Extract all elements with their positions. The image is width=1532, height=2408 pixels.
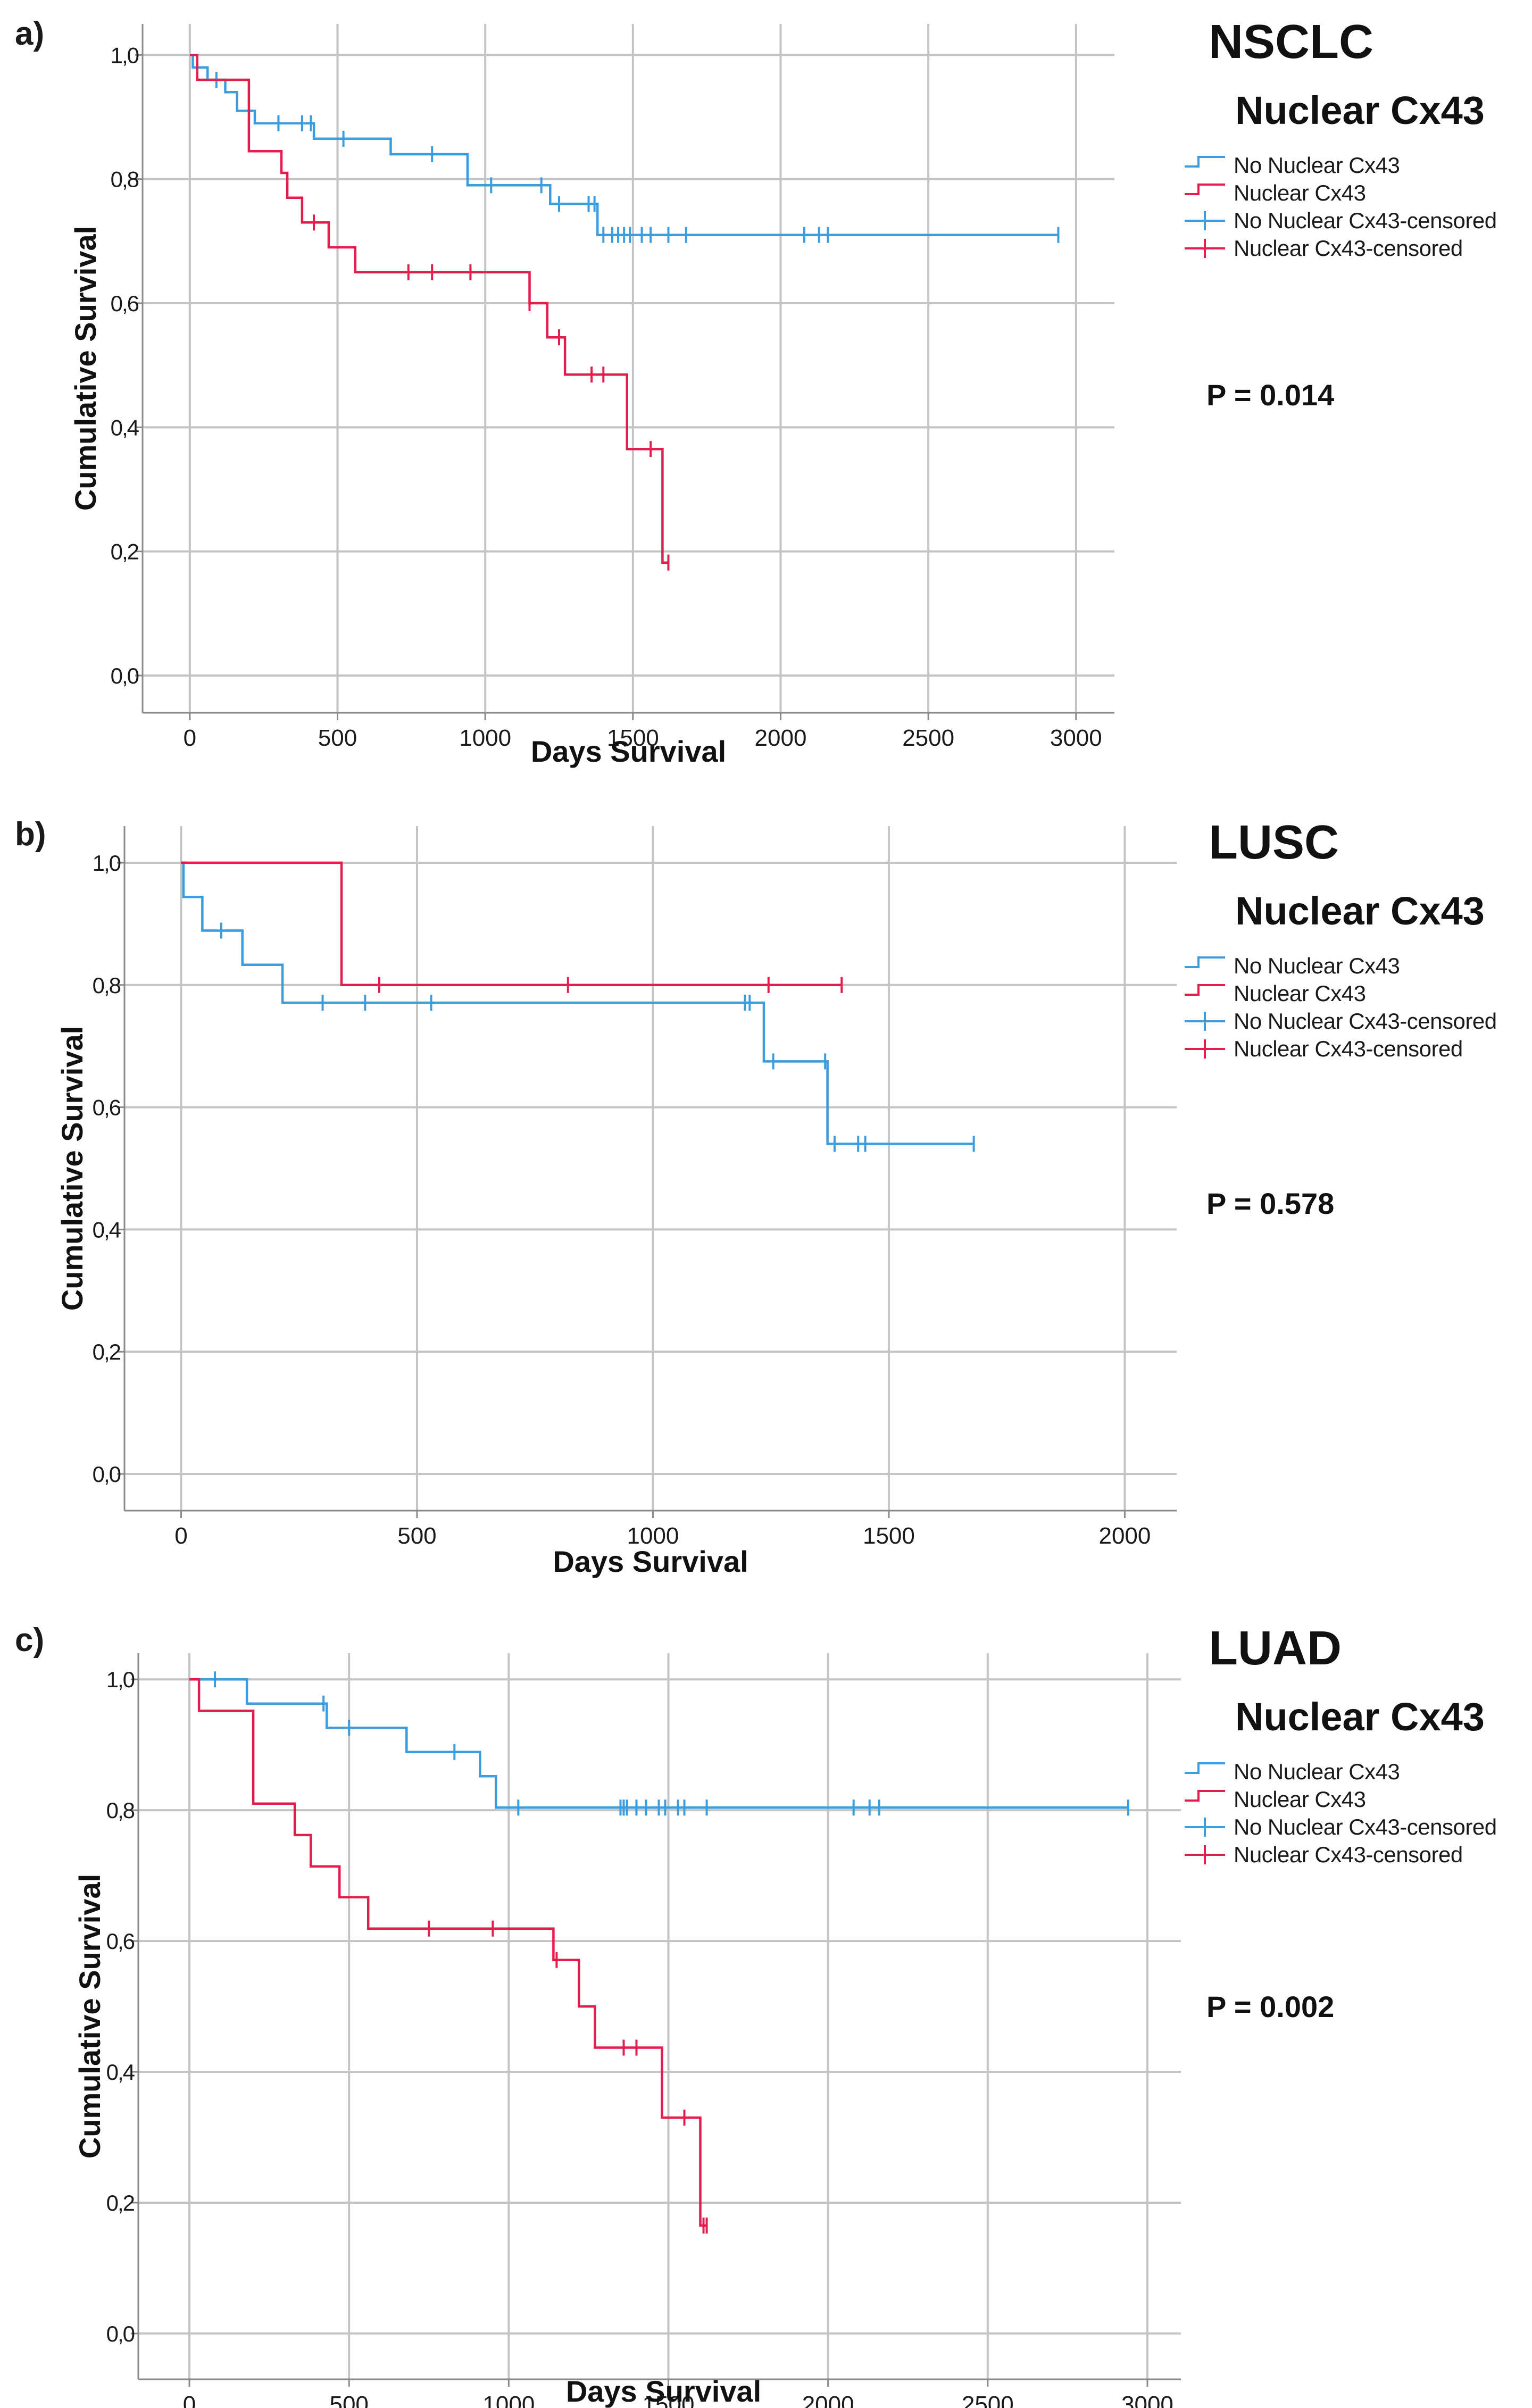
y-tick-label: 0,2 [93,1339,121,1364]
panel-label: b) [15,816,46,853]
legend-label: No Nuclear Cx43 [1234,1759,1400,1784]
legend-item-nuclear: Nuclear Cx43 [1184,980,1524,1007]
legend-label: Nuclear Cx43 [1234,180,1366,205]
p-value: P = 0.002 [1206,1990,1335,2023]
y-tick-label: 0,4 [111,415,139,440]
legend-label: Nuclear Cx43-censored [1234,1036,1463,1061]
legend: No Nuclear Cx43 Nuclear Cx43 No Nuclear … [1184,1758,1524,1869]
y-axis-title: Cumulative Survival [73,1874,106,2159]
x-tick-label: 3000 [1050,725,1102,751]
survival-line-no-nuclear [189,1678,1128,1809]
legend-label: No Nuclear Cx43-censored [1234,1814,1497,1839]
chart-title: LUSC [1209,816,1339,869]
legend-item-no-nuclear-censored: No Nuclear Cx43-censored [1184,207,1524,235]
legend-label: No Nuclear Cx43 [1234,953,1400,978]
y-tick-label: 1,0 [111,43,139,68]
survival-line-nuclear [189,54,669,564]
survival-line-nuclear [189,1678,707,2227]
legend-label: Nuclear Cx43-censored [1234,236,1463,261]
chart-title: LUAD [1209,1622,1342,1675]
x-tick-label: 2000 [802,2392,854,2408]
x-tick-label: 2500 [962,2392,1014,2408]
legend-item-nuclear-censored: Nuclear Cx43-censored [1184,1841,1524,1869]
chart-title: NSCLC [1209,15,1373,69]
x-axis-title: Days Survival [566,2374,761,2408]
legend: No Nuclear Cx43 Nuclear Cx43 No Nuclear … [1184,952,1524,1063]
x-tick-label: 2000 [1098,1523,1151,1549]
y-tick-label: 1,0 [106,1667,135,1692]
x-tick-label: 0 [184,725,196,751]
panel-label: c) [15,1622,45,1659]
legend-label: No Nuclear Cx43 [1234,153,1400,178]
panel-c: 0 500 1000 1500 2000 2500 3000 0,0 0,2 0,4 0,6 0,8 1… [0,1606,1532,2408]
survival-line-no-nuclear [181,861,974,1145]
legend-label: No Nuclear Cx43-censored [1234,1009,1497,1034]
x-axis-title: Days Survival [553,1545,748,1578]
panel-b: 0 500 1000 1500 2000 0,0 0,2 0,4 0,6 0,8 1,0 Days S… [0,801,1532,1588]
y-tick-label: 0,6 [93,1095,121,1120]
y-tick-label: 0,4 [106,2060,135,2085]
x-tick-label: 0 [174,1523,187,1549]
panel-label: a) [15,15,45,52]
y-tick-label: 1,0 [93,851,121,876]
chart-subtitle: Nuclear Cx43 [1235,1695,1485,1739]
km-plot-b: 0 500 1000 1500 2000 0,0 0,2 0,4 0,6 0,8 1,0 Days S… [55,826,1177,1578]
legend-label: Nuclear Cx43-censored [1234,1842,1463,1867]
y-tick-label: 0,8 [93,973,121,998]
legend-item-no-nuclear: No Nuclear Cx43 [1184,152,1524,179]
x-tick-label: 1000 [627,1523,679,1549]
x-tick-label: 500 [329,2392,368,2408]
x-tick-label: 2000 [755,725,807,751]
legend-item-no-nuclear: No Nuclear Cx43 [1184,952,1524,980]
x-tick-label: 500 [318,725,357,751]
legend-label: Nuclear Cx43 [1234,1787,1366,1812]
legend-item-nuclear-censored: Nuclear Cx43-censored [1184,1035,1524,1063]
x-tick-label: 1500 [607,725,659,751]
legend-label: Nuclear Cx43 [1234,981,1366,1006]
legend-item-no-nuclear-censored: No Nuclear Cx43-censored [1184,1007,1524,1035]
legend-item-nuclear: Nuclear Cx43 [1184,179,1524,207]
x-tick-label: 1000 [482,2392,535,2408]
x-tick-label: 1500 [643,2392,695,2408]
y-axis-title: Cumulative Survival [55,1026,89,1311]
x-tick-label: 0 [183,2392,196,2408]
chart-subtitle: Nuclear Cx43 [1235,88,1485,132]
p-value: P = 0.014 [1206,378,1335,412]
legend-item-no-nuclear: No Nuclear Cx43 [1184,1758,1524,1786]
p-value: P = 0.578 [1206,1187,1335,1220]
x-tick-label: 3000 [1121,2392,1173,2408]
x-axis-title: Days Survival [531,735,726,768]
legend-item-nuclear: Nuclear Cx43 [1184,1786,1524,1813]
legend-label: No Nuclear Cx43-censored [1234,208,1497,233]
x-tick-label: 500 [397,1523,436,1549]
km-plot-c: 0 500 1000 1500 2000 2500 3000 0,0 0,2 0,4 0,6 0,8 1… [73,1653,1181,2408]
y-tick-label: 0,8 [111,167,139,192]
legend: No Nuclear Cx43 Nuclear Cx43 No Nuclear … [1184,152,1524,262]
y-tick-label: 0,0 [93,1462,121,1487]
x-tick-label: 1000 [459,725,511,751]
y-tick-label: 0,2 [111,539,139,564]
legend-item-no-nuclear-censored: No Nuclear Cx43-censored [1184,1813,1524,1841]
survival-line-no-nuclear [189,54,1059,236]
x-tick-label: 1500 [863,1523,915,1549]
y-tick-label: 0,0 [106,2321,135,2346]
y-tick-label: 0,8 [106,1798,135,1823]
chart-subtitle: Nuclear Cx43 [1235,889,1485,933]
x-tick-label: 2500 [902,725,954,751]
y-tick-label: 0,2 [106,2190,135,2215]
panel-a: 0 500 1000 1500 2000 2500 3000 0,0 0,2 0,4 0,6 0,8 1… [0,0,1532,771]
y-tick-label: 0,6 [111,291,139,316]
y-tick-label: 0,0 [111,663,139,688]
survival-line-nuclear [181,861,842,987]
km-plot-a: 0 500 1000 1500 2000 2500 3000 0,0 0,2 0,4 0,6 0,8 1… [69,24,1114,768]
legend-item-nuclear-censored: Nuclear Cx43-censored [1184,235,1524,262]
y-tick-label: 0,6 [106,1929,135,1954]
y-axis-title: Cumulative Survival [69,226,102,511]
y-tick-label: 0,4 [93,1217,121,1242]
